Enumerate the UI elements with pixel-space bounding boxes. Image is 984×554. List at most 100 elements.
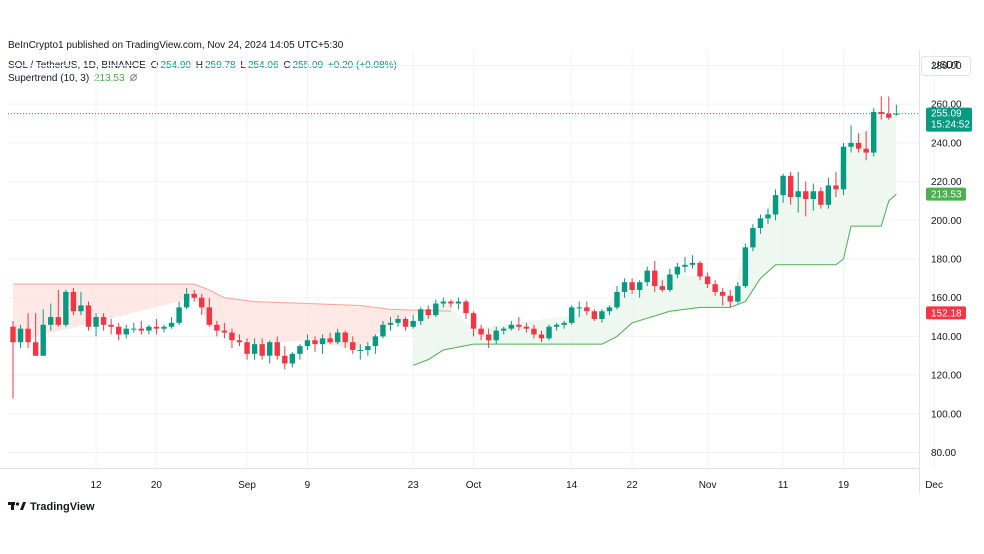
candle[interactable] (63, 289, 69, 327)
candle[interactable] (259, 338, 265, 360)
candle[interactable] (123, 324, 129, 339)
candle[interactable] (380, 320, 386, 339)
candle[interactable] (682, 257, 688, 273)
candle[interactable] (433, 299, 439, 318)
candle[interactable] (282, 346, 288, 370)
candle[interactable] (229, 328, 235, 349)
candle[interactable] (410, 315, 416, 329)
candle[interactable] (48, 303, 54, 331)
candle[interactable] (350, 336, 356, 354)
candle[interactable] (214, 320, 220, 337)
candle[interactable] (289, 351, 296, 368)
candle[interactable] (508, 320, 514, 331)
candle[interactable] (85, 301, 92, 331)
candle[interactable] (425, 305, 431, 319)
candle[interactable] (606, 305, 613, 316)
tradingview-logo[interactable]: TradingView (8, 500, 95, 514)
candle[interactable] (251, 338, 258, 360)
candle[interactable] (17, 324, 24, 349)
candle[interactable] (78, 291, 84, 316)
candle[interactable] (591, 309, 598, 321)
candle[interactable] (387, 317, 394, 331)
candle[interactable] (531, 324, 537, 339)
candle[interactable] (765, 208, 771, 225)
candle[interactable] (418, 307, 424, 325)
candle[interactable] (221, 322, 228, 339)
candle[interactable] (312, 336, 318, 352)
candle[interactable] (176, 301, 182, 325)
candle[interactable] (297, 344, 303, 360)
eye-off-icon[interactable] (129, 73, 138, 85)
candle[interactable] (161, 324, 167, 333)
candle[interactable] (621, 278, 628, 298)
candle[interactable] (516, 317, 522, 331)
candle[interactable] (40, 309, 46, 356)
candle[interactable] (304, 334, 311, 350)
candle[interactable] (55, 289, 61, 327)
candle[interactable] (689, 255, 696, 269)
candle[interactable] (342, 330, 348, 349)
candle[interactable] (485, 328, 492, 349)
candle[interactable] (478, 324, 484, 341)
candle[interactable] (599, 309, 605, 323)
candle[interactable] (636, 280, 643, 298)
candle[interactable] (319, 334, 326, 354)
candle[interactable] (523, 322, 530, 333)
candle[interactable] (440, 297, 447, 308)
candle[interactable] (138, 320, 145, 335)
candle[interactable] (569, 305, 575, 325)
candle[interactable] (863, 131, 869, 161)
candle[interactable] (614, 286, 620, 310)
candle[interactable] (561, 320, 567, 329)
candle[interactable] (153, 318, 160, 335)
candle[interactable] (750, 224, 756, 252)
candle[interactable] (576, 301, 582, 318)
candle[interactable] (183, 288, 190, 310)
candle[interactable] (644, 266, 650, 287)
candle[interactable] (463, 299, 469, 319)
candle[interactable] (470, 311, 477, 337)
candle[interactable] (840, 142, 847, 196)
candle[interactable] (206, 297, 212, 327)
candle[interactable] (93, 313, 99, 337)
candle[interactable] (742, 243, 749, 289)
candle[interactable] (871, 108, 877, 157)
candle[interactable] (810, 183, 816, 211)
candle[interactable] (787, 171, 794, 205)
candle[interactable] (25, 313, 31, 349)
candle[interactable] (10, 320, 16, 399)
candle[interactable] (855, 133, 862, 153)
candle[interactable] (720, 288, 726, 306)
candle[interactable] (652, 260, 658, 292)
candle[interactable] (395, 315, 401, 327)
candle[interactable] (100, 313, 107, 331)
candle[interactable] (191, 289, 197, 302)
candle[interactable] (365, 342, 371, 356)
candle[interactable] (674, 262, 681, 279)
candle[interactable] (553, 322, 560, 331)
candle[interactable] (146, 324, 152, 335)
candle[interactable] (584, 301, 590, 316)
candle[interactable] (833, 171, 839, 198)
candle[interactable] (455, 297, 462, 310)
candle[interactable] (108, 318, 114, 335)
candle[interactable] (402, 317, 409, 331)
candle[interactable] (848, 125, 854, 153)
candle[interactable] (334, 328, 341, 345)
currency-selector[interactable]: USDT (921, 56, 971, 76)
candle[interactable] (357, 344, 363, 360)
candle[interactable] (704, 272, 711, 289)
candle[interactable] (372, 334, 379, 354)
candle[interactable] (493, 326, 499, 345)
candle[interactable] (116, 322, 122, 341)
candle[interactable] (236, 334, 243, 347)
candle[interactable] (772, 189, 779, 221)
candle[interactable] (659, 280, 665, 292)
candle[interactable] (795, 171, 801, 213)
candle[interactable] (274, 336, 280, 360)
candle[interactable] (629, 278, 635, 294)
candle[interactable] (818, 187, 824, 209)
candle[interactable] (878, 96, 884, 120)
candle[interactable] (735, 282, 741, 304)
